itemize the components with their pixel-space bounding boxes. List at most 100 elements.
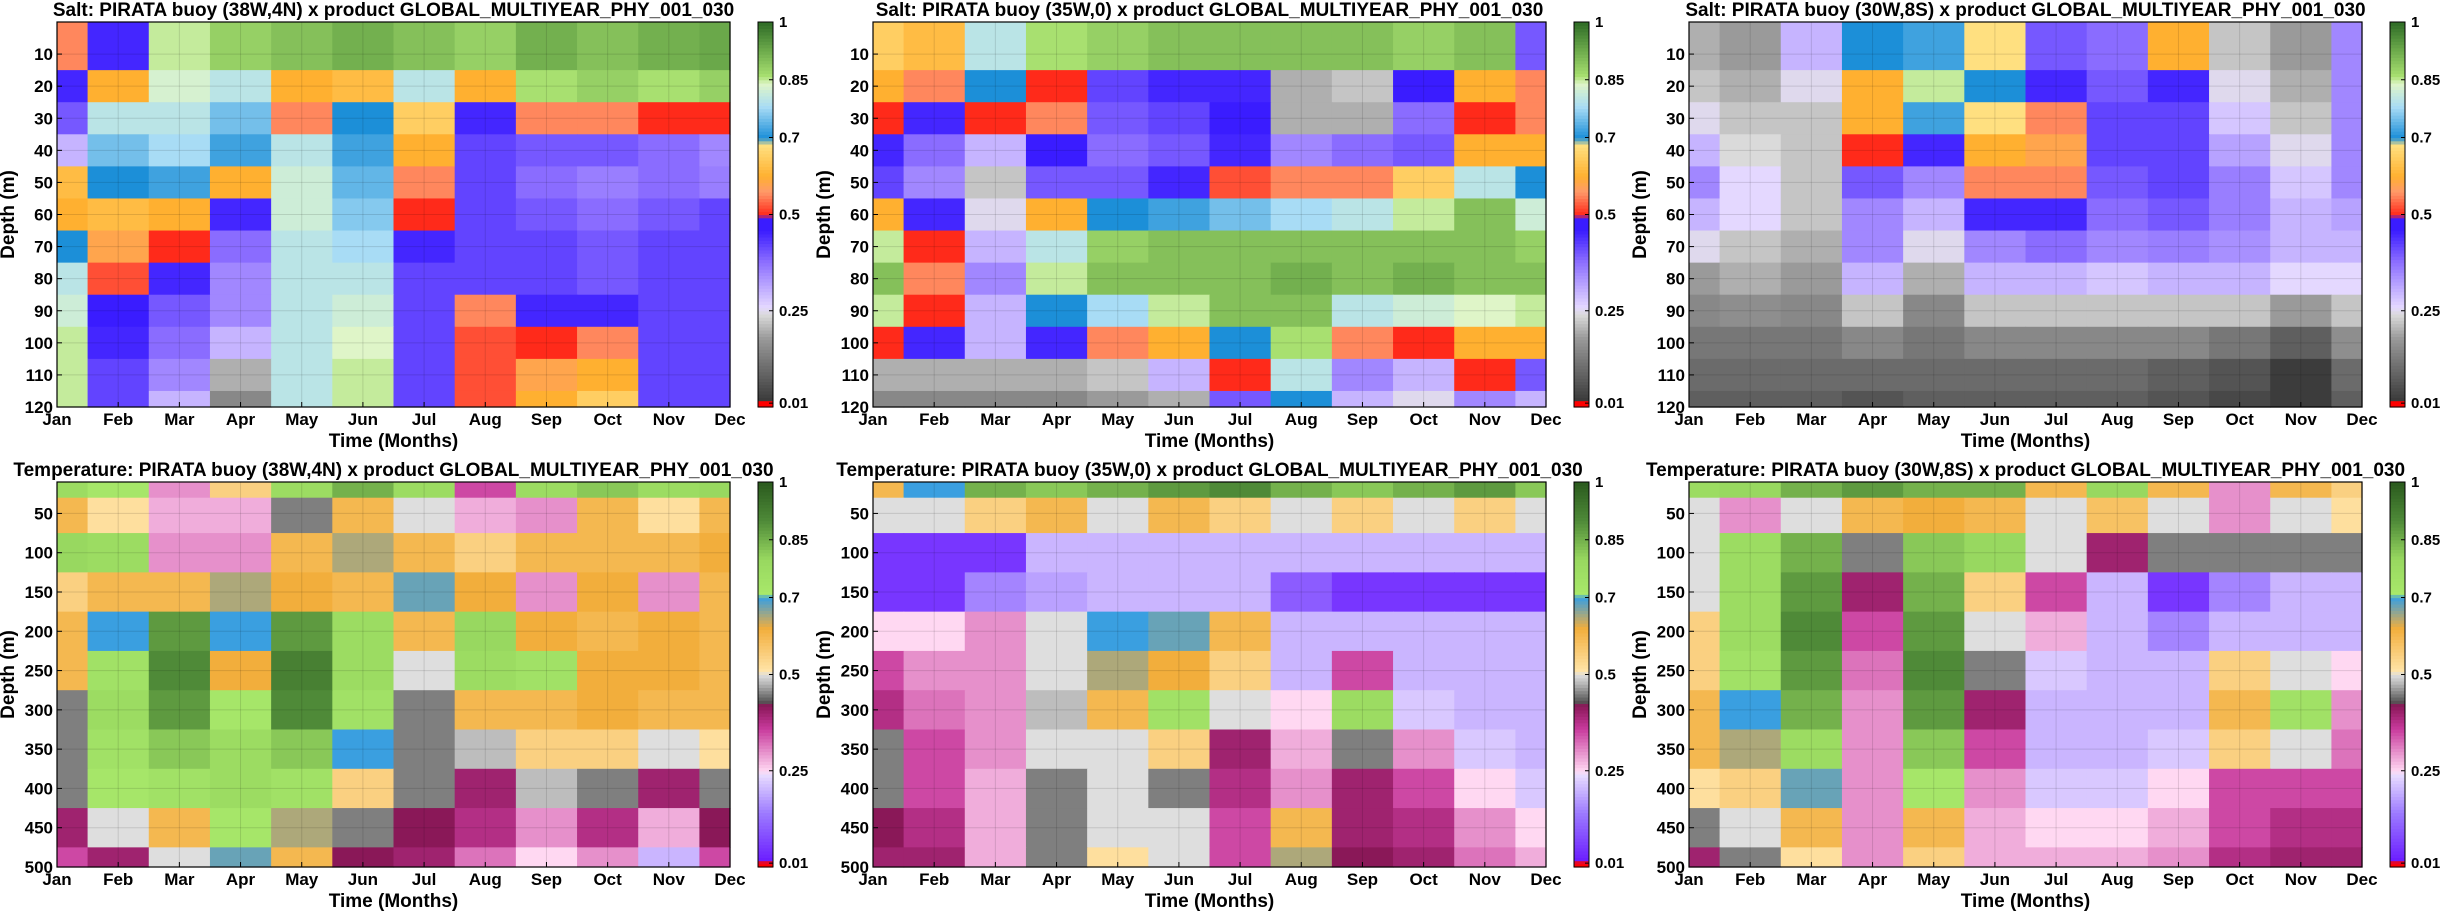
x-tick-label: Mar [164, 410, 195, 429]
heatmap-cell [873, 572, 905, 613]
heatmap-cell [209, 22, 272, 71]
colorbar-segment [2390, 362, 2405, 366]
colorbar-segment [758, 568, 773, 573]
colorbar-tick-label: 0.7 [1595, 130, 1616, 147]
heatmap-cell [638, 768, 701, 809]
chart-title: Temperature: PIRATA buoy (35W,0) x produ… [836, 460, 1582, 481]
x-tick-label: Oct [2225, 870, 2254, 889]
colorbar-segment [2390, 44, 2405, 49]
x-tick-label: Apr [226, 410, 256, 429]
colorbar-segment [1574, 745, 1589, 749]
heatmap-cell [903, 294, 966, 328]
y-tick-label: 450 [1657, 819, 1685, 838]
colorbar-segment [2390, 288, 2405, 293]
heatmap-cell [2086, 768, 2149, 809]
colorbar-segment [1574, 115, 1589, 119]
y-tick-label: 200 [25, 622, 53, 641]
colorbar-segment [1574, 757, 1589, 762]
colorbar-segment [758, 320, 773, 325]
heatmap-cell [2331, 533, 2363, 573]
heatmap-cell [1903, 482, 1965, 499]
colorbar-segment [2390, 211, 2405, 216]
heatmap-cell [57, 482, 89, 499]
heatmap-cell [1903, 729, 1965, 770]
heatmap-cell [873, 230, 905, 264]
heatmap-cell [1025, 198, 1088, 232]
colorbar-segment [2390, 201, 2405, 206]
colorbar-segment [758, 636, 773, 640]
heatmap-cell [903, 611, 966, 652]
x-tick-label: May [1917, 410, 1951, 429]
colorbar-segment [1574, 687, 1589, 692]
x-tick-label: Sep [1347, 870, 1378, 889]
heatmap-cell [1454, 198, 1517, 232]
y-tick-label: 60 [1666, 206, 1685, 225]
heatmap-cell [393, 611, 456, 652]
colorbar-segment [758, 198, 773, 203]
colorbar-segment [758, 674, 773, 679]
colorbar-segment [1574, 597, 1589, 602]
heatmap-cell [2147, 262, 2210, 296]
heatmap-cell [271, 533, 333, 573]
colorbar-segment [1574, 504, 1589, 509]
colorbar-segment [758, 131, 773, 135]
colorbar-segment [2390, 243, 2405, 248]
colorbar-segment [1574, 163, 1589, 167]
colorbar-segment [758, 220, 773, 225]
heatmap-cell [1964, 134, 2027, 167]
colorbar-segment [758, 355, 773, 360]
colorbar-segment [2390, 330, 2405, 334]
colorbar-segment [1574, 256, 1589, 261]
colorbar-segment [2390, 220, 2405, 225]
colorbar-segment [1574, 246, 1589, 251]
colorbar-segment [2390, 857, 2405, 862]
colorbar-segment [758, 265, 773, 270]
heatmap-cell [2025, 198, 2088, 232]
colorbar-segment [1574, 603, 1589, 608]
heatmap-cell [209, 611, 272, 652]
colorbar-segment [2390, 716, 2405, 721]
heatmap-cell [1393, 166, 1455, 200]
heatmap-cell [1209, 230, 1272, 264]
colorbar-segment [2390, 780, 2405, 785]
colorbar-segment [1574, 777, 1589, 781]
chart-panel-6: Temperature: PIRATA buoy (30W,8S) x prod… [1632, 460, 2448, 920]
heatmap-cell [1454, 729, 1517, 770]
heatmap-cell [2331, 497, 2363, 534]
heatmap-cell [903, 482, 966, 499]
colorbar-segment [2390, 79, 2405, 84]
colorbar-segment [758, 111, 773, 116]
colorbar-segment [1574, 690, 1589, 695]
colorbar-segment [2390, 333, 2405, 338]
colorbar-segment [758, 143, 773, 148]
colorbar-segment [2390, 603, 2405, 608]
colorbar-segment [758, 507, 773, 512]
heatmap-cell [1964, 294, 2027, 328]
colorbar-segment [758, 384, 773, 389]
heatmap-cell [873, 22, 905, 71]
heatmap-cell [2331, 358, 2363, 392]
heatmap-cell [1841, 294, 1904, 328]
x-tick-label: Dec [1530, 410, 1561, 429]
colorbar-segment [1574, 838, 1589, 842]
colorbar-segment [2390, 594, 2405, 599]
colorbar-segment [1574, 166, 1589, 171]
heatmap-cell [1087, 102, 1149, 135]
colorbar-segment [758, 642, 773, 647]
colorbar-segment [758, 108, 773, 113]
colorbar-segment [1574, 738, 1589, 743]
heatmap-cell [873, 326, 905, 360]
heatmap-cell [903, 808, 966, 848]
colorbar-segment [1574, 397, 1589, 402]
colorbar-segment [2390, 269, 2405, 273]
heatmap-cell [454, 482, 517, 499]
colorbar-segment [1574, 674, 1589, 679]
colorbar-segment [2390, 526, 2405, 531]
heatmap-cell [148, 390, 211, 408]
y-tick-label: 150 [25, 583, 53, 602]
heatmap-cell [2209, 22, 2271, 71]
heatmap-cell [1719, 134, 1782, 167]
heatmap-cell [454, 533, 517, 573]
heatmap-cell [1515, 650, 1547, 691]
colorbar-segment [1574, 330, 1589, 334]
